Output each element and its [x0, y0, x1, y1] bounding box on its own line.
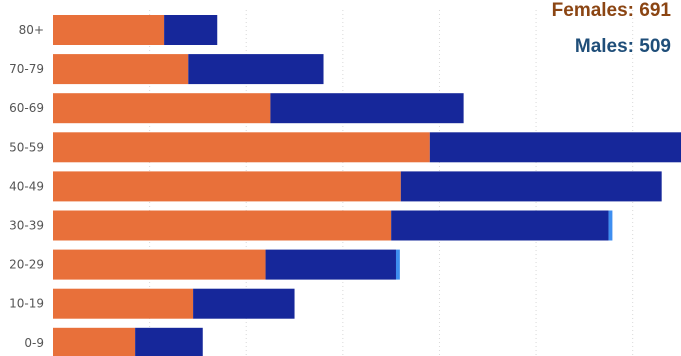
males-total-label: Males: 509 [574, 36, 671, 57]
bar-male-60-69 [270, 93, 464, 124]
tick-label-40-49: 40-49 [9, 179, 44, 193]
bar-male-30-39 [391, 210, 609, 241]
tick-label-10-19: 10-19 [9, 297, 44, 311]
bar-female-0-9 [53, 327, 136, 356]
bars [53, 15, 681, 356]
tick-label-50-59: 50-59 [9, 140, 44, 154]
tick-label-30-39: 30-39 [9, 219, 44, 233]
bar-male-10-19 [193, 288, 295, 319]
bar-female-30-39 [53, 210, 392, 241]
tick-label-70-79: 70-79 [9, 62, 44, 76]
bar-male-20-29 [265, 249, 396, 280]
bar-male-70-79 [188, 54, 324, 85]
females-total-label: Females: 691 [551, 0, 671, 21]
tick-label-60-69: 60-69 [9, 101, 44, 115]
bar-female-80+ [53, 15, 165, 45]
bar-female-70-79 [53, 54, 189, 85]
bar-female-60-69 [53, 93, 271, 124]
tick-label-20-29: 20-29 [9, 258, 44, 272]
tick-label-80+: 80+ [19, 23, 44, 37]
tick-label-0-9: 0-9 [24, 336, 44, 350]
bar-male-40-49 [400, 171, 662, 202]
bar-female-50-59 [53, 132, 430, 163]
bar-female-10-19 [53, 288, 194, 319]
bar-male-80+ [164, 15, 218, 45]
category-tick-labels: 80+ 70-79 60-69 50-59 40-49 30-39 20-29 10-19 0-… [9, 23, 44, 350]
bar-female-20-29 [53, 249, 266, 280]
bar-other-20-29 [395, 249, 400, 280]
bar-male-0-9 [135, 327, 203, 356]
bar-female-40-49 [53, 171, 401, 202]
bar-male-50-59 [429, 132, 681, 163]
bar-other-30-39 [608, 210, 613, 241]
